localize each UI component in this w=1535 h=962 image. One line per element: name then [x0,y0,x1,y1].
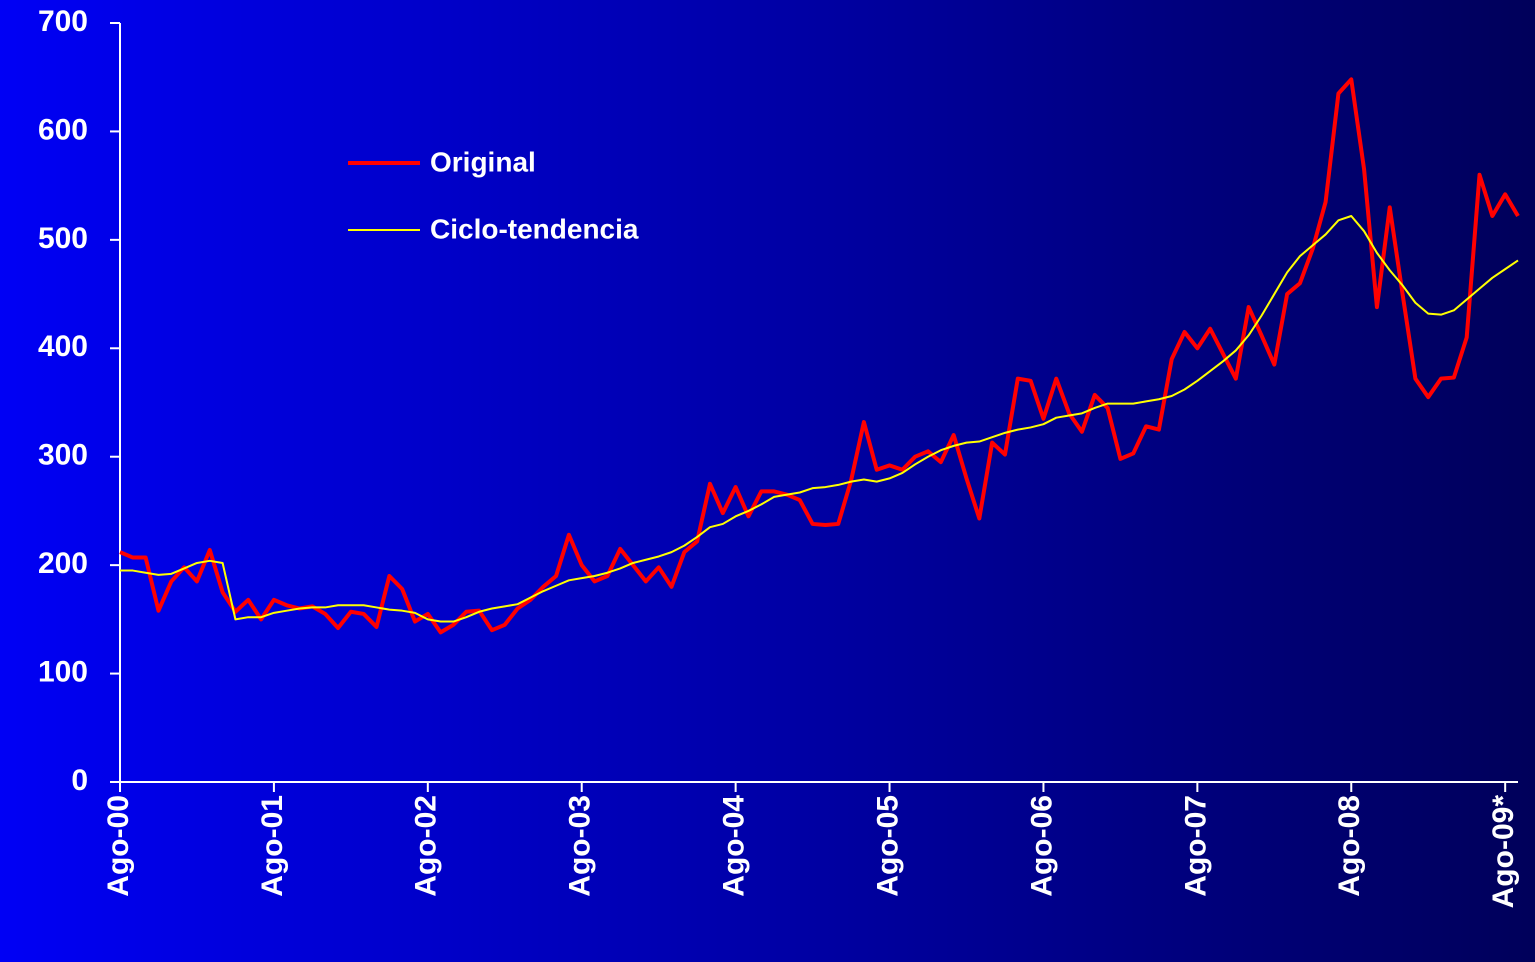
y-tick-label: 100 [38,655,88,688]
x-tick-label: Ago-00 [102,795,135,897]
x-tick-label: Ago-04 [718,795,751,897]
x-tick-label: Ago-07 [1179,795,1212,897]
x-tick-label: Ago-02 [410,795,443,897]
x-tick-label: Ago-01 [256,795,289,897]
legend-label: Ciclo-tendencia [430,213,639,244]
x-tick-label: Ago-03 [564,795,597,897]
y-tick-label: 300 [38,439,88,472]
y-tick-label: 700 [38,5,88,38]
legend-label: Original [430,146,536,177]
series-line [119,77,1520,635]
x-tick-label: Ago-09* [1487,795,1520,909]
series-line [120,215,1519,623]
x-tick-label: Ago-05 [871,795,904,897]
x-tick-label: Ago-08 [1333,795,1366,897]
y-tick-label: 0 [71,764,88,797]
x-tick-label: Ago-06 [1025,795,1058,897]
y-tick-label: 600 [38,113,88,146]
y-tick-label: 400 [38,330,88,363]
y-tick-label: 500 [38,222,88,255]
y-tick-label: 200 [38,547,88,580]
